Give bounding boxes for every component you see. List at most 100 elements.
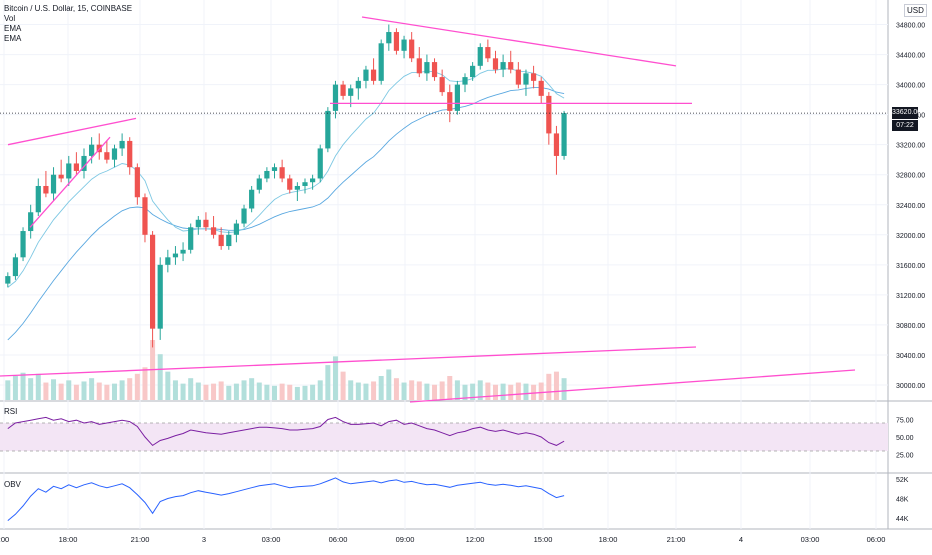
x-tick-label: 21:00 [667, 535, 686, 544]
candle-body [515, 69, 521, 85]
trendline [29, 136, 111, 228]
volume-bar [81, 381, 87, 400]
candle-body [28, 212, 34, 232]
candle-body [348, 88, 354, 96]
candle-body [233, 223, 240, 235]
volume-bar [203, 384, 209, 400]
candle-body [157, 264, 163, 329]
volume-bar [401, 382, 407, 400]
volume-bar [523, 383, 529, 400]
obv-tick-label: 48K [896, 497, 909, 504]
volume-bar [264, 384, 270, 400]
volume-bar [180, 383, 186, 400]
x-tick-label: 09:00 [396, 535, 415, 544]
candle-body [546, 95, 552, 134]
candle-body [134, 167, 140, 198]
y-tick-label: 32000.00 [896, 233, 925, 240]
volume-bar [348, 380, 354, 400]
candle-body [401, 39, 407, 51]
rsi-pane-label[interactable]: RSI [4, 407, 18, 416]
x-tick-label: 06:00 [867, 535, 886, 544]
volume-bar [43, 382, 49, 400]
currency-badge[interactable]: USD [904, 4, 927, 17]
legend-ema-fast[interactable]: EMA [4, 24, 22, 33]
x-tick-label: 3 [202, 535, 206, 544]
candle-body [218, 234, 224, 247]
volume-bar [393, 378, 399, 400]
volume-bar [287, 384, 293, 400]
candle-body [409, 39, 415, 59]
volume-bar [302, 385, 308, 400]
candle-body [454, 84, 460, 111]
candle-body [477, 47, 483, 66]
candle-body [416, 58, 422, 74]
volume-bar [332, 356, 338, 400]
candle-body [287, 178, 293, 190]
candle-body [302, 182, 308, 186]
volume-bar [73, 384, 79, 400]
y-tick-label: 30800.00 [896, 323, 925, 330]
volume-bar [508, 384, 514, 400]
candle-body [149, 234, 156, 329]
x-tick-label: 21:00 [131, 535, 150, 544]
candle-body [492, 58, 499, 70]
volume-bar [119, 380, 125, 400]
volume-bar [165, 371, 171, 400]
candle-body [332, 84, 339, 111]
candle-body [104, 152, 110, 160]
legend-vol[interactable]: Vol [4, 14, 16, 23]
volume-bar [134, 373, 140, 400]
obv-line [7, 477, 565, 521]
candle-body [271, 167, 278, 171]
volume-bar [226, 385, 232, 400]
candle-body [195, 219, 201, 228]
volume-bar [28, 378, 34, 400]
legend-ema-slow[interactable]: EMA [4, 34, 22, 43]
x-tick-label: 15:00 [534, 535, 553, 544]
candle-body [523, 73, 529, 85]
ema-slow-line [7, 87, 565, 341]
trendline [7, 117, 137, 146]
volume-bar [317, 380, 323, 400]
volume-bar [241, 380, 247, 400]
volume-bar [294, 386, 300, 400]
volume-bar [104, 384, 110, 400]
candle-body [310, 178, 316, 183]
volume-bar [195, 382, 201, 400]
volume-bar [172, 380, 178, 400]
volume-bar [142, 367, 148, 400]
y-tick-label: 34400.00 [896, 53, 925, 60]
candle-body [35, 185, 41, 213]
volume-bar [447, 376, 453, 400]
y-tick-label: 31200.00 [896, 293, 925, 300]
candle-body [424, 62, 430, 74]
candle-body [127, 140, 133, 168]
volume-bar [96, 382, 102, 400]
trendline [361, 16, 677, 67]
volume-bar [5, 380, 11, 400]
obv-pane-label[interactable]: OBV [4, 480, 21, 489]
volume-bar [470, 383, 476, 400]
candle-body [203, 219, 209, 228]
candle-body [538, 80, 544, 96]
trendline [409, 369, 856, 403]
candle-body [553, 133, 560, 156]
candle-body [12, 257, 19, 277]
candle-body [264, 170, 270, 179]
candle-body [508, 62, 514, 70]
x-tick-label: 03:00 [262, 535, 281, 544]
y-tick-label: 32800.00 [896, 173, 925, 180]
volume-bar [439, 381, 445, 400]
candle-body [393, 32, 400, 51]
volume-bar [325, 365, 331, 400]
volume-bar [432, 384, 438, 400]
volume-bar [272, 385, 278, 400]
candle-body [363, 69, 369, 81]
volume-bar [20, 372, 26, 400]
candle-body [89, 144, 95, 156]
symbol-title[interactable]: Bitcoin / U.S. Dollar, 15, COINBASE [4, 4, 133, 13]
volume-bar [386, 369, 392, 400]
candle-body [210, 227, 217, 235]
y-tick-label: 32400.00 [896, 203, 925, 210]
